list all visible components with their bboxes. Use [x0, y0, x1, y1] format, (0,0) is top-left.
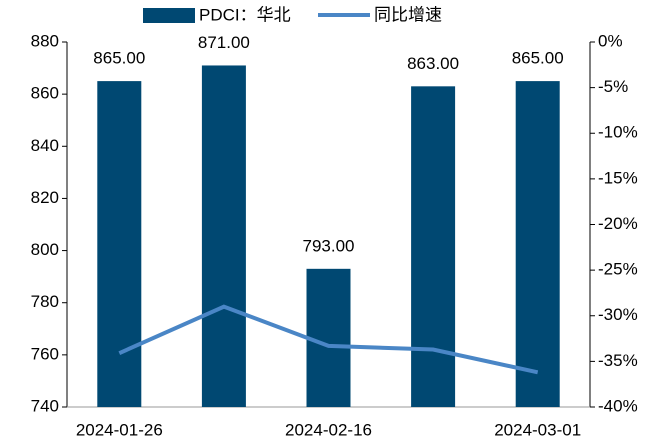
- bar: [411, 86, 456, 408]
- y2-tick-label: -25%: [598, 260, 638, 279]
- y2-tick-label: -5%: [598, 77, 628, 96]
- bar-value-label: 793.00: [303, 236, 355, 255]
- legend-swatch: [143, 8, 195, 23]
- legend-label: 同比增速: [374, 5, 442, 24]
- y-tick-label: 820: [31, 188, 59, 207]
- bar: [306, 268, 351, 407]
- bar: [97, 81, 142, 407]
- line: [118, 304, 539, 375]
- x-tick-label: 2024-02-16: [285, 420, 372, 439]
- y-tick-label: 880: [31, 31, 59, 50]
- y2-tick-label: -40%: [598, 396, 638, 415]
- y2-tick-label: -15%: [598, 168, 638, 187]
- bar: [201, 65, 246, 407]
- bar-value-label: 865.00: [512, 49, 564, 68]
- y-tick-label: 780: [31, 292, 59, 311]
- y2-tick-label: -10%: [598, 123, 638, 142]
- y2-tick-label: -20%: [598, 214, 638, 233]
- bar-value-label: 863.00: [407, 54, 459, 73]
- y-tick-label: 740: [31, 396, 59, 415]
- x-tick-label: 2024-01-26: [76, 420, 163, 439]
- x-tick-label: 2024-03-01: [494, 420, 581, 439]
- y-tick-label: 840: [31, 136, 59, 155]
- y2-tick-label: -35%: [598, 351, 638, 370]
- y2-tick-label: -30%: [598, 305, 638, 324]
- y-tick-label: 860: [31, 84, 59, 103]
- bar-value-label: 871.00: [198, 33, 250, 52]
- y2-tick-label: 0%: [598, 31, 623, 50]
- bar-value-label: 865.00: [93, 49, 145, 68]
- bar: [515, 81, 560, 407]
- y-tick-label: 760: [31, 344, 59, 363]
- legend-label: PDCI：华北: [199, 5, 291, 24]
- y-tick-label: 800: [31, 240, 59, 259]
